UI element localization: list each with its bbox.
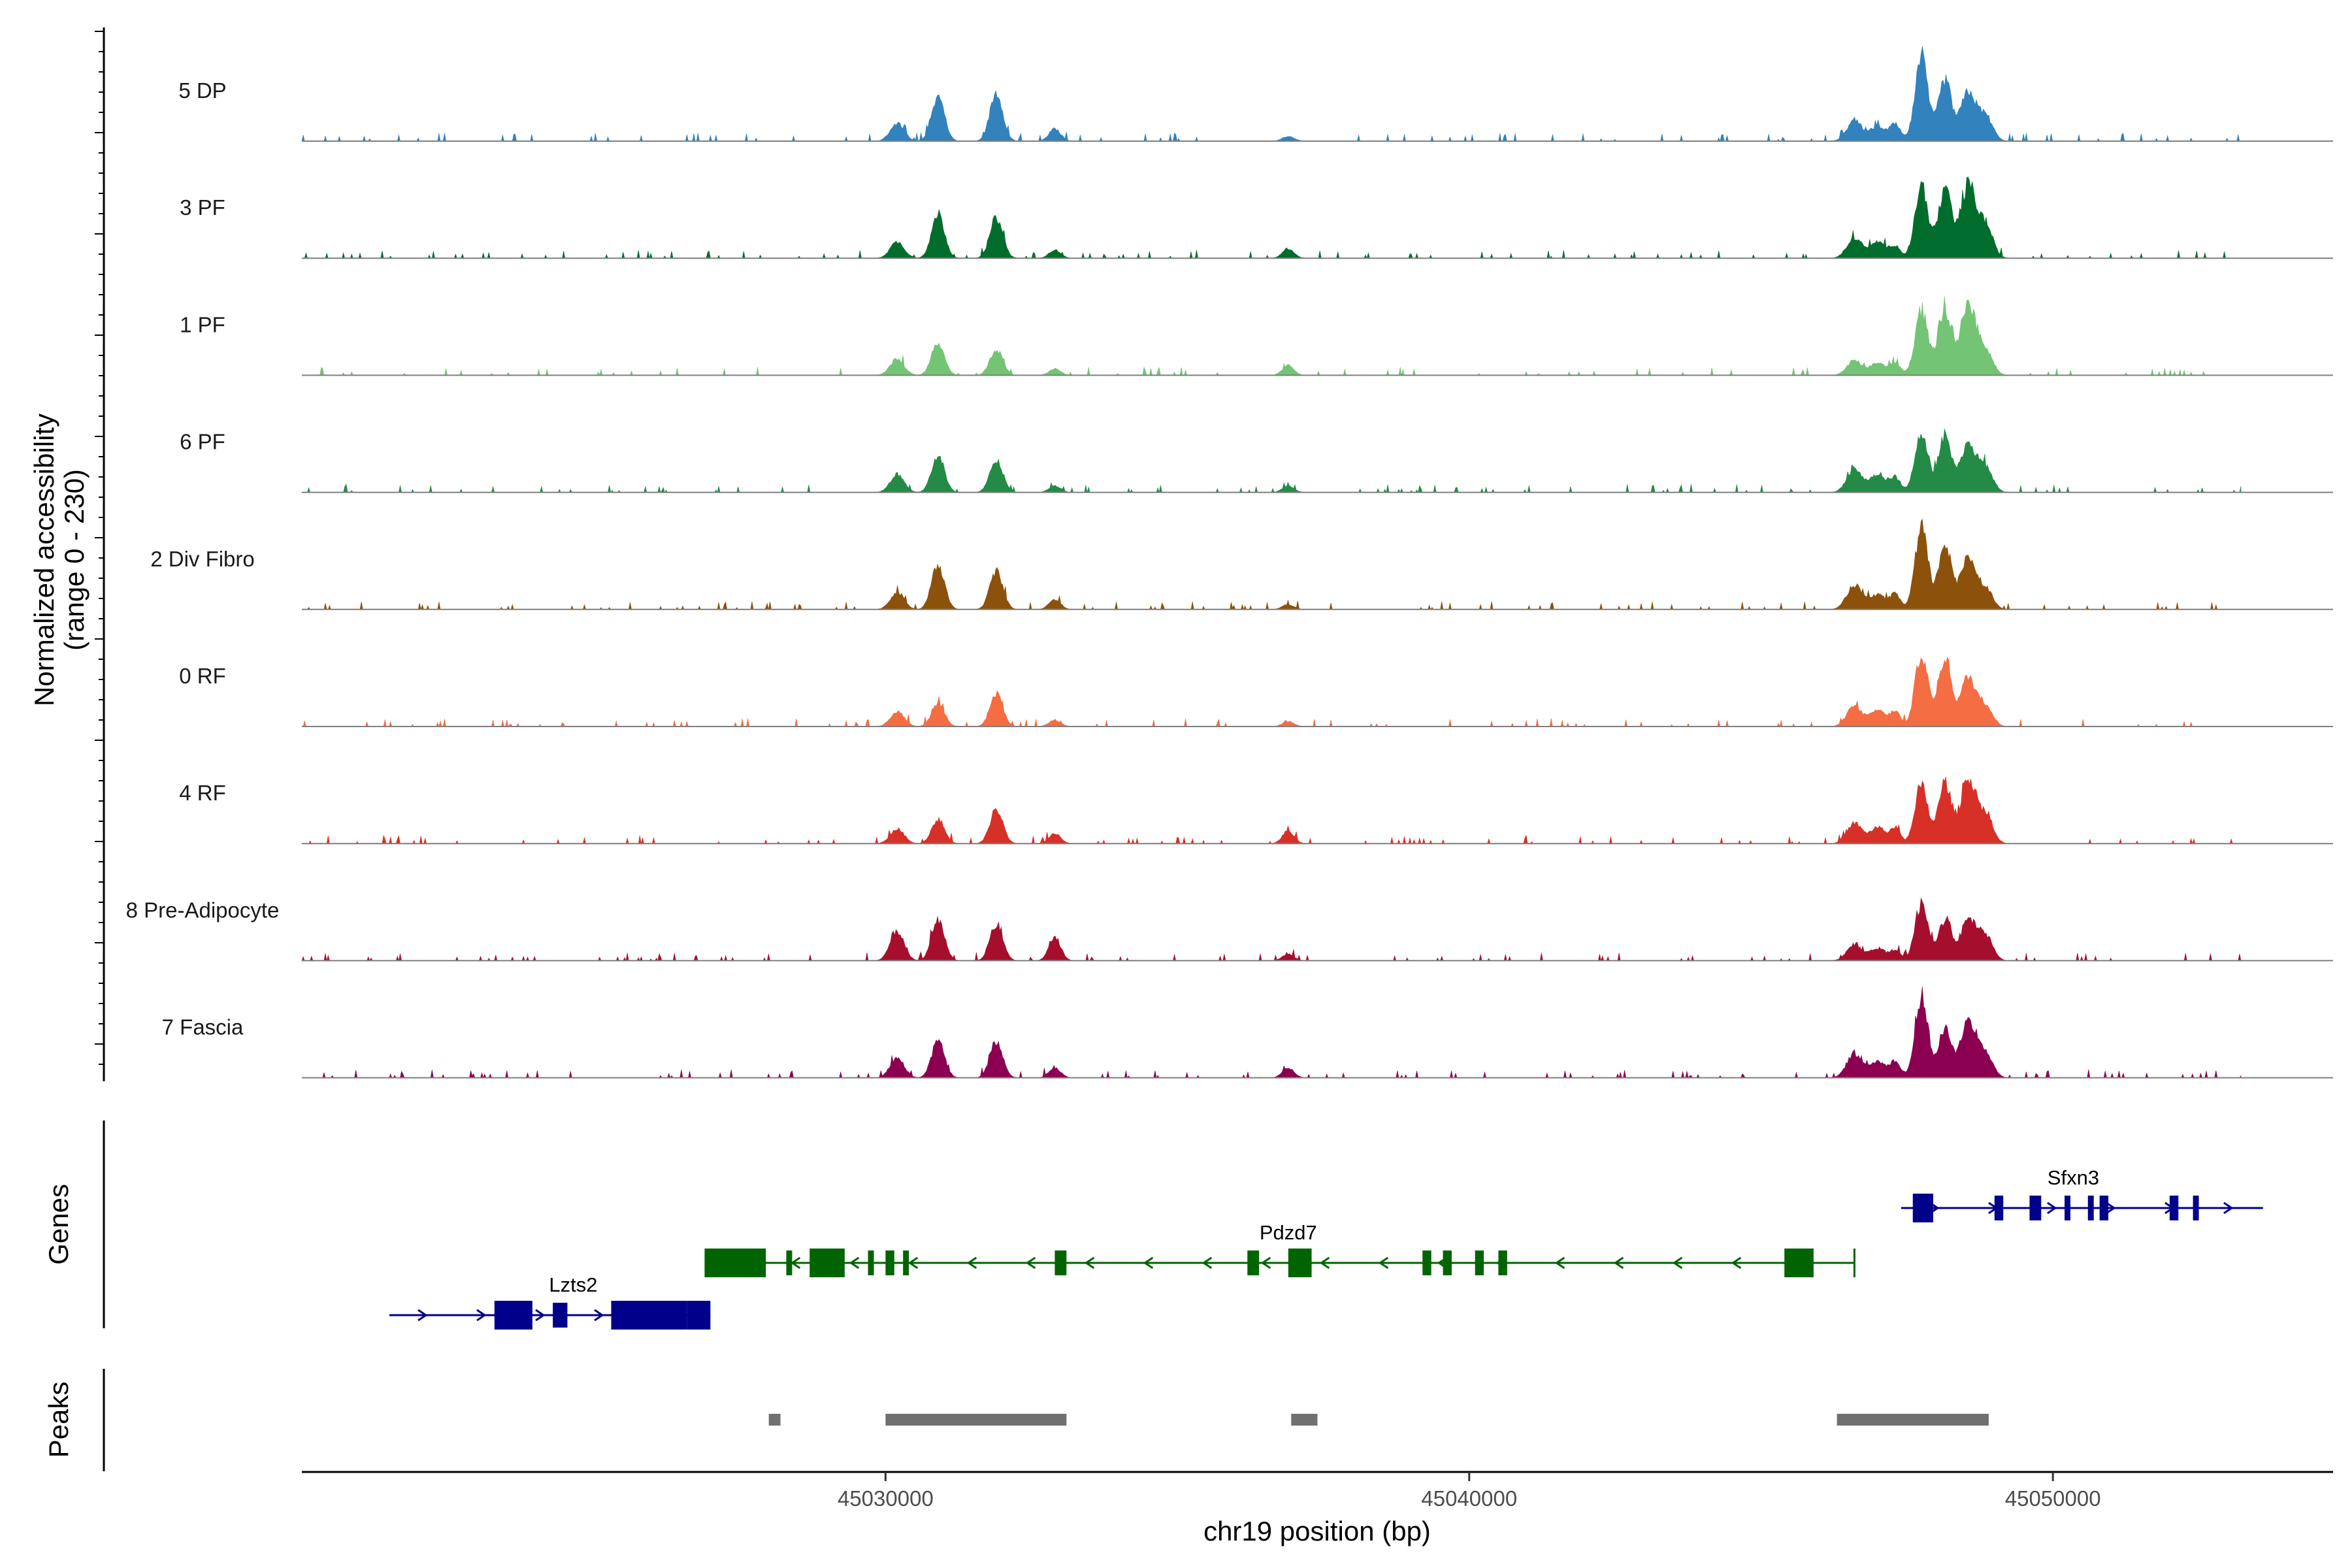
x-axis-title: chr19 position (bp) [1203, 1516, 1431, 1546]
track-0-rf: 0 RF [179, 657, 2333, 728]
strand-chevron [1672, 1256, 1683, 1269]
peak-region [885, 1414, 1067, 1426]
gene-exon [2193, 1196, 2199, 1220]
gene-label: Sfxn3 [2048, 1166, 2099, 1189]
gene-lzts2: Lzts2 [389, 1273, 711, 1330]
strand-chevron [1378, 1256, 1389, 1269]
track-6-pf: 6 PF [180, 429, 2333, 493]
x-tick-label: 45030000 [838, 1486, 934, 1511]
strand-chevron [417, 1309, 428, 1322]
strand-chevron [966, 1256, 977, 1269]
track-2-div-fibro: 2 Div Fibro [150, 518, 2333, 610]
strand-chevron [1319, 1256, 1330, 1269]
peak-region [1291, 1414, 1318, 1426]
gene-exon [1443, 1250, 1452, 1275]
gene-exon [2029, 1196, 2042, 1220]
gene-exon [903, 1250, 909, 1275]
strand-chevron [907, 1256, 919, 1269]
gene-exon [2169, 1196, 2179, 1220]
track-label: 3 PF [180, 195, 225, 220]
gene-exon [687, 1301, 711, 1330]
coverage-tracks: 5 DP 3 PF 1 PF 6 PF 2 Div Fibro 0 RF 4 RF 8 Pre… [126, 46, 2333, 1079]
gene-exon [1247, 1250, 1260, 1275]
track-label: 0 RF [179, 664, 226, 688]
track-label: 4 RF [179, 781, 226, 805]
gene-annotation-track: Lzts2 Pdzd7 Sfxn3 [389, 1166, 2263, 1330]
track-label: 8 Pre-Adipocyte [126, 898, 280, 922]
gene-exon [1498, 1250, 1507, 1275]
strand-chevron [1025, 1256, 1036, 1269]
gene-exon [704, 1249, 766, 1277]
strand-chevron [1260, 1256, 1271, 1269]
gene-exon [1054, 1250, 1067, 1275]
gene-exon [2099, 1196, 2109, 1220]
gene-label: Pdzd7 [1260, 1221, 1317, 1244]
gene-exon [1475, 1250, 1484, 1275]
x-tick-label: 45050000 [2005, 1486, 2101, 1511]
x-axis-ticks: 45030000 45040000 45050000 [838, 1472, 2101, 1511]
gene-exon [809, 1249, 845, 1277]
gene-exon [553, 1303, 568, 1328]
gene-sfxn3: Sfxn3 [1901, 1166, 2263, 1222]
gene-exon [885, 1250, 894, 1275]
gene-exon [1784, 1249, 1814, 1277]
strand-chevron [594, 1309, 604, 1322]
track-label: 6 PF [180, 430, 225, 454]
track-8-pre-adipocyte: 8 Pre-Adipocyte [126, 898, 2333, 962]
gene-exon [494, 1301, 532, 1330]
peak-region [768, 1414, 781, 1426]
y-axis-title-line-1: Normalized accessibility [29, 414, 59, 706]
gene-exon [868, 1250, 874, 1275]
strand-chevron [1613, 1256, 1624, 1269]
peaks-track [768, 1414, 1989, 1426]
strand-chevron [1554, 1256, 1565, 1269]
gene-pdzd7: Pdzd7 [704, 1221, 1855, 1277]
gene-exon [1994, 1196, 2004, 1220]
track-label: 5 DP [178, 78, 226, 103]
x-tick-label: 45040000 [1421, 1486, 1517, 1511]
gene-exon [1288, 1249, 1312, 1277]
strand-chevron [2223, 1201, 2234, 1215]
gene-label: Lzts2 [549, 1273, 597, 1296]
track-3-pf: 3 PF [180, 176, 2333, 259]
gene-exon [786, 1250, 792, 1275]
gene-exon [2087, 1196, 2094, 1220]
strand-chevron [849, 1256, 860, 1269]
track-label: 1 PF [180, 312, 225, 336]
strand-chevron [1201, 1256, 1213, 1269]
strand-chevron [2106, 1201, 2116, 1215]
peak-region [1837, 1414, 1989, 1426]
gene-exon [611, 1301, 687, 1330]
track-label: 7 Fascia [162, 1015, 244, 1039]
track-label: 2 Div Fibro [150, 547, 255, 571]
coverage-y-ticks [95, 31, 104, 1065]
strand-chevron [535, 1309, 546, 1322]
strand-chevron [1084, 1256, 1095, 1269]
strand-chevron [2047, 1201, 2057, 1215]
peaks-panel-title: Peaks [43, 1382, 74, 1458]
gene-exon [1422, 1250, 1431, 1275]
strand-chevron [1731, 1256, 1742, 1269]
gene-exon [2065, 1196, 2070, 1220]
track-1-pf: 1 PF [180, 296, 2333, 376]
gene-exon [1912, 1194, 1934, 1222]
strand-chevron [476, 1309, 487, 1322]
track-4-rf: 4 RF [179, 776, 2333, 845]
y-axis-title-line-2: (range 0 - 230) [59, 469, 90, 651]
track-7-fascia: 7 Fascia [162, 987, 2333, 1079]
track-5-dp: 5 DP [178, 46, 2333, 142]
strand-chevron [1143, 1256, 1154, 1269]
genes-panel-title: Genes [43, 1184, 74, 1265]
